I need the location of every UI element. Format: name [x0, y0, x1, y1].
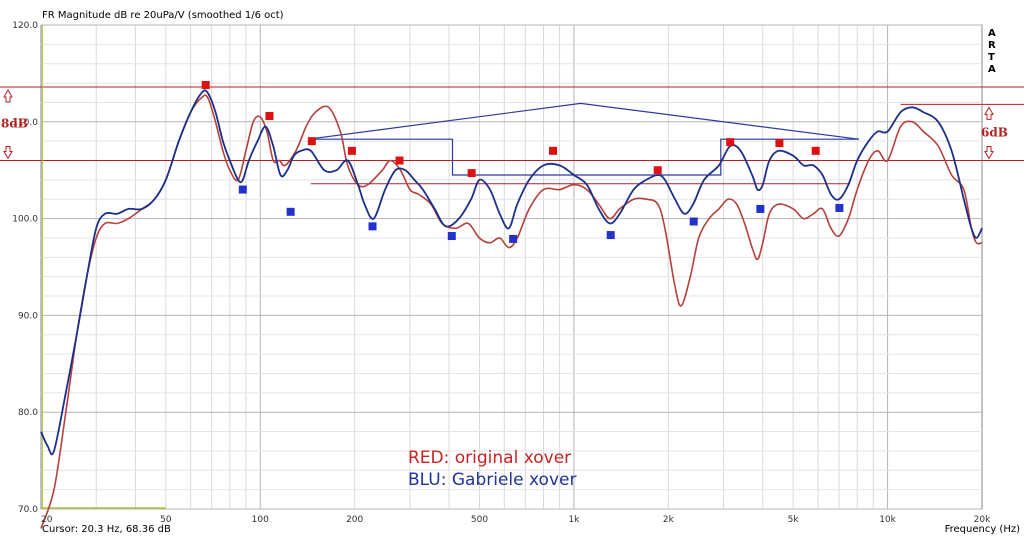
red-marker [726, 138, 735, 147]
red-marker [265, 111, 274, 120]
gain-arrow-left [3, 88, 13, 160]
arrow-down-icon [3, 146, 13, 160]
gain-labels: 8dB 6dB [1, 88, 1008, 160]
x-tick-label: 20 [41, 515, 53, 525]
red-marker [395, 156, 404, 165]
cursor-readout: Cursor: 20.3 Hz, 68.36 dB [42, 524, 171, 535]
x-tick-label: 1k [568, 515, 580, 525]
arta-brand: A R T A [988, 28, 996, 75]
series-line-blue [40, 89, 983, 456]
series-markers [201, 81, 844, 243]
y-tick-label: 100.0 [12, 215, 38, 225]
brand-letter: T [988, 52, 995, 63]
x-tick-label: 20k [974, 515, 991, 525]
y-tick-label: 90.0 [18, 311, 38, 321]
x-tick-label: 50 [160, 515, 172, 525]
blue-marker [447, 232, 456, 241]
brand-letter: A [988, 28, 996, 39]
x-tick-label: 10k [879, 515, 896, 525]
target-outline [307, 102, 859, 176]
arrow-down-icon [984, 146, 994, 160]
blue-marker [368, 222, 377, 231]
brand-letter: A [988, 64, 996, 75]
reference-lines [0, 25, 1024, 509]
legend-blue-annotation: BLU: Gabriele xover [408, 470, 576, 490]
blue-marker [835, 203, 844, 212]
y-tick-label: 70.0 [18, 505, 38, 515]
gain-arrow-right [984, 106, 994, 160]
y-tick-label: 110.0 [12, 118, 38, 128]
x-tick-label: 5k [788, 515, 800, 525]
x-tick-label: 100 [252, 515, 269, 525]
x-axis-label: Frequency (Hz) [945, 524, 1021, 535]
red-marker [775, 139, 784, 148]
blue-marker [689, 217, 698, 226]
tick-labels: 20 50 100 200 500 1k 2k 5k 10k 20k 120.0 110.0 100.0… [12, 21, 991, 525]
red-marker [347, 146, 356, 155]
y-tick-label: 80.0 [18, 408, 38, 418]
red-marker [811, 146, 820, 155]
arrow-up-icon [3, 88, 13, 103]
x-tick-label: 200 [346, 515, 363, 525]
blue-marker [238, 185, 247, 194]
brand-letter: R [988, 40, 996, 51]
target-triangle [307, 102, 859, 140]
y-tick-label: 120.0 [12, 21, 38, 31]
gain-label-left: 8dB [1, 117, 28, 131]
blue-marker [756, 204, 765, 213]
red-marker [467, 169, 476, 178]
red-marker [201, 81, 210, 90]
plot-area [40, 24, 983, 510]
chart-title: FR Magnitude dB re 20uPa/V (smoothed 1/6… [42, 10, 284, 21]
red-marker [549, 146, 558, 155]
arrow-up-icon [984, 106, 994, 120]
legend-red-annotation: RED: original xover [408, 448, 571, 468]
red-marker [307, 137, 316, 146]
series-lines [40, 89, 983, 529]
series-line-red [40, 94, 983, 529]
blue-marker [606, 231, 615, 240]
x-tick-label: 500 [471, 515, 488, 525]
blue-marker [286, 207, 295, 216]
red-marker [653, 166, 662, 175]
x-tick-label: 2k [663, 515, 675, 525]
gain-label-right: 6dB [981, 125, 1008, 139]
target-step-outline [308, 138, 859, 176]
blue-marker [509, 234, 518, 243]
